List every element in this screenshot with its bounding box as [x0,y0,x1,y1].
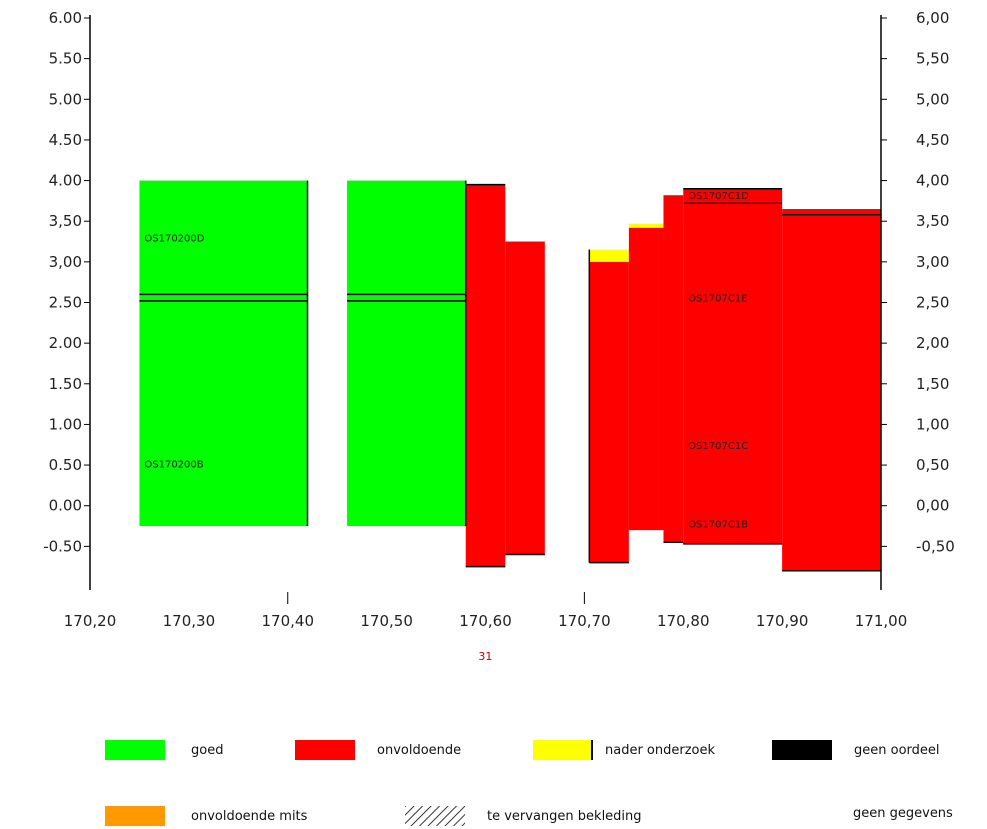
y-tick-label-right-6: 3,00 [916,253,949,271]
y-tick-label-right-1: 5,50 [916,50,949,68]
marker-label: 31 [478,650,492,663]
x-tick-label-6: 170,80 [657,612,710,630]
y-tick-label-right-8: 2,00 [916,334,949,352]
block-3 [505,241,545,555]
y-tick-label-right-3: 4,50 [916,131,949,149]
y-tick-label-right-13: -0,50 [916,537,955,555]
block-6 [628,227,664,531]
section-label-3: OS1707C1E [688,294,747,305]
y-tick-label-left-11: 0.50 [49,456,82,474]
y-tick-label-left-10: 1.00 [49,415,82,433]
block-5 [589,249,629,262]
y-tick-label-right-0: 6,00 [916,9,949,27]
y-tick-label-left-13: -0.50 [43,537,82,555]
x-tick-label-3: 170,50 [360,612,413,630]
y-tick-label-left-9: 1.50 [49,375,82,393]
block-10 [782,209,881,571]
x-tick-label-1: 170,30 [163,612,216,630]
x-tick-label-2: 170,40 [262,612,315,630]
y-tick-label-left-7: 2.50 [49,294,82,312]
section-label-2: OS1707C1D [688,191,749,202]
x-tick-label-5: 170,70 [558,612,611,630]
y-tick-label-left-0: 6.00 [49,9,82,27]
x-tick-label-7: 170,90 [756,612,809,630]
block-7 [628,223,664,228]
y-tick-label-left-6: 3,00 [49,253,82,271]
y-tick-label-right-7: 2,50 [916,294,949,312]
section-label-0: OS170200D [144,233,204,244]
y-tick-label-right-9: 1,50 [916,375,949,393]
y-tick-label-right-2: 5,00 [916,90,949,108]
section-label-4: OS1707C1C [688,441,748,452]
y-tick-label-left-8: 2.00 [49,334,82,352]
x-tick-label-4: 170,60 [459,612,512,630]
block-4 [589,261,629,563]
block-1 [347,180,466,527]
section-labels: OS170200D OS170200B OS1707C1D OS1707C1E OS17… [144,191,749,530]
axes: 6.00 6,00 5.50 5,50 5.00 5,00 4.50 4,50 4.00 4,00… [43,9,955,663]
block-9 [683,188,783,544]
block-8 [663,195,684,543]
y-tick-label-left-3: 4.50 [49,131,82,149]
y-tick-label-left-5: 3,50 [49,212,82,230]
y-tick-label-right-4: 4,00 [916,172,949,190]
x-tick-label-8: 171,00 [855,612,908,630]
status-blocks [139,180,881,572]
status-lines [139,202,881,302]
y-tick-label-left-4: 4.00 [49,172,82,190]
y-tick-label-right-12: 0,00 [916,497,949,515]
y-tick-label-right-11: 0,50 [916,456,949,474]
y-tick-label-left-12: 0.00 [49,497,82,515]
section-label-1: OS170200B [144,459,203,470]
block-2 [465,184,506,567]
y-tick-label-right-10: 1,00 [916,415,949,433]
y-tick-label-left-2: 5.00 [49,90,82,108]
section-label-5: OS1707C1B [688,520,748,531]
x-tick-label-0: 170,20 [64,612,117,630]
y-tick-label-left-1: 5.50 [49,50,82,68]
block-0 [139,180,308,527]
y-tick-label-right-5: 3,50 [916,212,949,230]
